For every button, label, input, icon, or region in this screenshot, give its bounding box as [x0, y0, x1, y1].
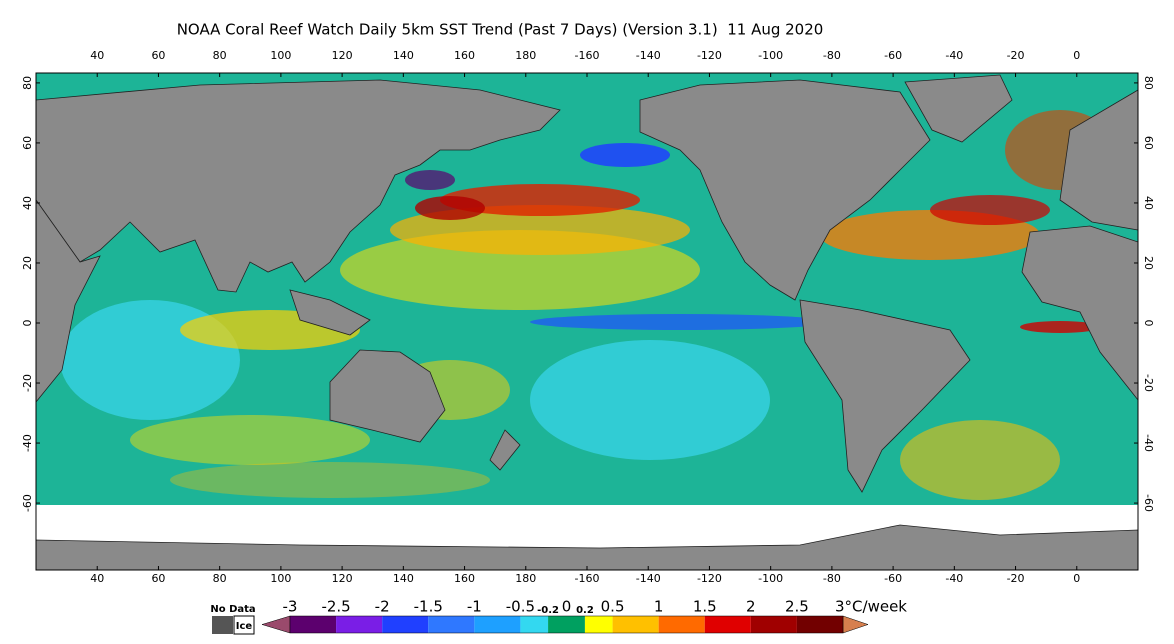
colorbar-label: 2: [746, 598, 756, 616]
lat-label-left: -40: [21, 434, 34, 452]
lon-label-top: -60: [884, 49, 902, 62]
color-bin: [750, 616, 797, 633]
lon-label-bottom: -120: [697, 572, 722, 585]
colorbar-label: 2.5: [785, 598, 809, 616]
colorbar-label: -0.2: [537, 605, 559, 616]
lon-label-bottom: 140: [393, 572, 414, 585]
lon-label-top: 60: [151, 49, 165, 62]
color-bin: [796, 616, 843, 633]
color-bin: [658, 616, 705, 633]
map-title: NOAA Coral Reef Watch Daily 5km SST Tren…: [177, 21, 824, 39]
color-bin: [520, 616, 549, 633]
color-bin: [382, 616, 429, 633]
lat-label-left: 0: [21, 320, 34, 327]
lon-label-top: 100: [270, 49, 291, 62]
lat-label-left: 40: [21, 196, 34, 210]
colorbar-label: 1: [654, 598, 664, 616]
lon-label-top: -160: [575, 49, 600, 62]
lon-label-top: 0: [1073, 49, 1080, 62]
no-data-label: No Data: [210, 604, 255, 615]
color-bin: [548, 616, 585, 633]
colorbar-label: -0.5: [506, 598, 535, 616]
lon-label-top: 120: [332, 49, 353, 62]
lon-label-bottom: -140: [636, 572, 661, 585]
map: [35, 72, 1139, 571]
lat-label-right: 80: [1142, 76, 1155, 90]
lon-label-top: 40: [90, 49, 104, 62]
lon-label-bottom: 160: [454, 572, 475, 585]
colorbar-label: -1.5: [414, 598, 443, 616]
lon-label-top: 180: [515, 49, 536, 62]
color-bin: [290, 616, 337, 633]
lat-label-left: 80: [21, 76, 34, 90]
ice-label: Ice: [236, 621, 253, 632]
no-data-swatch: [212, 616, 233, 634]
color-bin: [336, 616, 383, 633]
lat-label-right: 40: [1142, 196, 1155, 210]
color-bin: [704, 616, 751, 633]
lon-label-bottom: -40: [945, 572, 963, 585]
colorbar-label: -3: [283, 598, 298, 616]
lat-label-right: -60: [1142, 494, 1155, 512]
colorbar-label: 0.2: [576, 605, 594, 616]
colorbar-frame: [289, 615, 844, 634]
lat-label-right: 0: [1142, 320, 1155, 327]
lon-label-bottom: -160: [575, 572, 600, 585]
lat-label-right: -40: [1142, 434, 1155, 452]
over-arrow: [842, 615, 869, 634]
lon-label-bottom: 0: [1073, 572, 1080, 585]
lon-label-bottom: 100: [270, 572, 291, 585]
colorbar-label: -2.5: [321, 598, 350, 616]
under-arrow: [261, 615, 291, 634]
colorbar-label: -1: [467, 598, 482, 616]
lon-label-top: -40: [945, 49, 963, 62]
lon-label-bottom: -100: [758, 572, 783, 585]
color-bin: [584, 616, 613, 633]
lon-label-top: -120: [697, 49, 722, 62]
lon-label-bottom: -60: [884, 572, 902, 585]
colorbar-label: 3°C/week: [835, 598, 907, 616]
ice-swatch: [233, 615, 255, 635]
lon-label-top: -80: [823, 49, 841, 62]
lat-label-right: 20: [1142, 256, 1155, 270]
lat-label-right: 60: [1142, 136, 1155, 150]
lon-label-bottom: 40: [90, 572, 104, 585]
lon-label-top: -100: [758, 49, 783, 62]
lon-label-bottom: 120: [332, 572, 353, 585]
lon-label-bottom: 60: [151, 572, 165, 585]
lat-label-left: -20: [21, 374, 34, 392]
colorbar-label: 0: [562, 598, 572, 616]
color-bin: [612, 616, 659, 633]
colorbar-label: 0.5: [601, 598, 625, 616]
lon-label-top: 80: [213, 49, 227, 62]
lon-label-top: -20: [1007, 49, 1025, 62]
lon-label-top: -140: [636, 49, 661, 62]
lat-label-left: -60: [21, 494, 34, 512]
lon-label-bottom: -20: [1007, 572, 1025, 585]
lon-label-top: 160: [454, 49, 475, 62]
lon-label-top: 140: [393, 49, 414, 62]
lon-label-bottom: -80: [823, 572, 841, 585]
color-bin: [428, 616, 475, 633]
lon-label-bottom: 180: [515, 572, 536, 585]
land: [35, 74, 1139, 493]
colorbar-label: 1.5: [693, 598, 717, 616]
lon-label-bottom: 80: [213, 572, 227, 585]
color-bin: [474, 616, 521, 633]
lat-label-left: 60: [21, 136, 34, 150]
lat-label-left: 20: [21, 256, 34, 270]
lat-label-right: -20: [1142, 374, 1155, 392]
colorbar-label: -2: [375, 598, 390, 616]
